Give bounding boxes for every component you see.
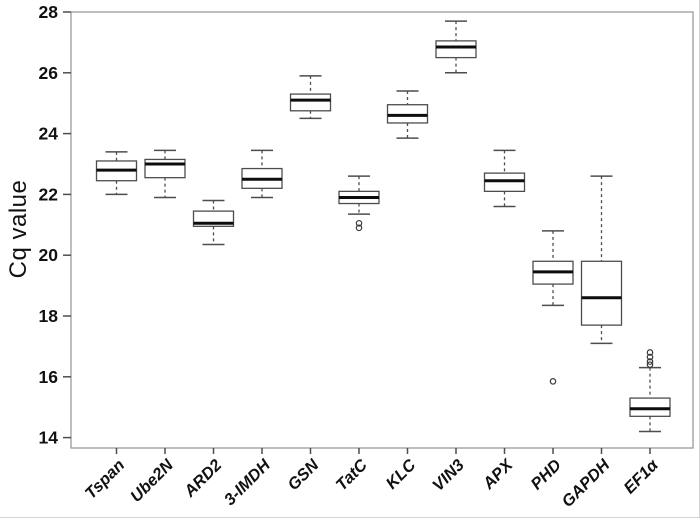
y-tick-label: 22 <box>39 184 59 204</box>
boxplot-Ube2N <box>144 149 186 199</box>
outlier-point <box>549 378 557 385</box>
x-category-label: GAPDH <box>558 455 614 511</box>
boxplot-KLC <box>386 90 429 139</box>
x-category-label: APX <box>479 455 517 493</box>
boxplot-GAPDH <box>580 175 623 345</box>
plot-frame <box>70 11 694 449</box>
outlier-point <box>355 219 363 227</box>
outlier-point <box>355 224 363 232</box>
iqr-box <box>483 172 526 193</box>
plot-frame-group <box>70 11 694 449</box>
boxplot-3-IMDH <box>241 149 283 199</box>
boxplot-ARD2 <box>192 199 235 246</box>
y-tick-label: 16 <box>39 367 59 387</box>
boxplot-TatC <box>338 175 380 232</box>
boxplot-Tspan <box>95 151 138 196</box>
x-category-label: Ube2N <box>127 455 177 505</box>
boxplot-APX <box>483 149 526 208</box>
outlier-point <box>646 353 654 361</box>
y-tick-label: 14 <box>39 428 59 448</box>
y-tick-label: 18 <box>39 306 59 326</box>
y-tick-label: 28 <box>39 2 59 22</box>
boxes-group <box>95 20 671 433</box>
x-category-label: EF1α <box>620 456 662 498</box>
y-axis-group: 28 26 24 22 20 18 16 14 <box>39 2 71 448</box>
outlier-point <box>646 358 654 365</box>
boxplot-VIN3 <box>435 20 477 74</box>
iqr-box <box>580 260 623 326</box>
y-axis-title: Cq value <box>5 180 32 279</box>
x-category-label: PHD <box>527 456 564 493</box>
boxplot-PHD <box>532 230 574 385</box>
x-category-label: KLC <box>383 455 420 492</box>
y-tick-label: 26 <box>39 63 59 83</box>
y-tick-label: 24 <box>39 124 59 144</box>
x-category-label: Tspan <box>82 456 129 503</box>
boxplot-GSN <box>289 75 332 120</box>
iqr-box <box>386 104 429 124</box>
boxplot-EF1α <box>629 349 671 433</box>
y-tick-label: 20 <box>39 245 59 265</box>
x-category-label: TatC <box>333 455 372 494</box>
outlier-point <box>646 361 654 368</box>
iqr-box <box>144 158 186 179</box>
iqr-box <box>289 93 332 112</box>
x-category-label: VIN3 <box>429 456 468 495</box>
iqr-box <box>435 40 477 59</box>
iqr-box <box>629 397 671 417</box>
x-category-label: GSN <box>284 455 323 494</box>
x-category-label: ARD2 <box>180 456 225 501</box>
x-category-label: 3-IMDH <box>221 455 275 509</box>
outlier-point <box>646 349 654 356</box>
